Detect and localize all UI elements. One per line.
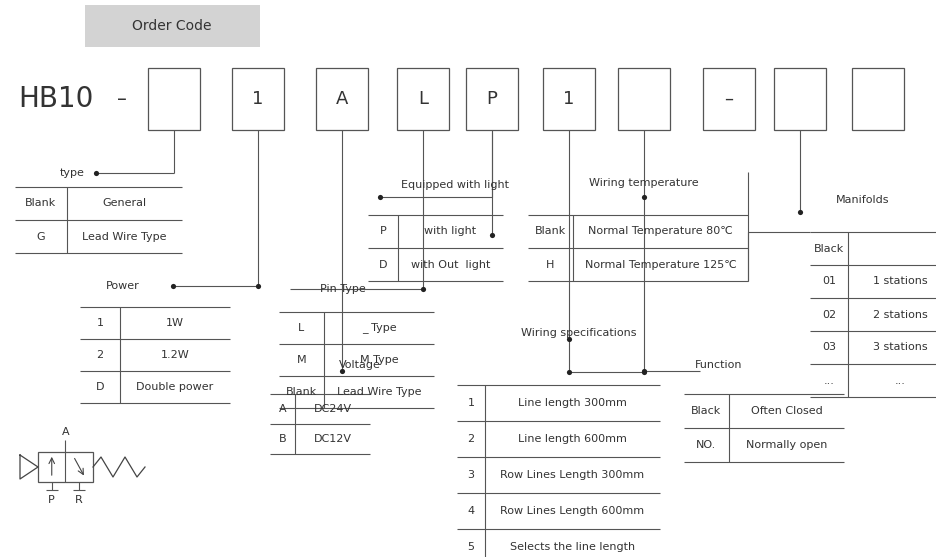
- Text: Normal Temperature 80℃: Normal Temperature 80℃: [588, 227, 732, 237]
- Point: [636, 368, 651, 377]
- Point: [484, 231, 499, 240]
- Text: G: G: [37, 232, 45, 242]
- Text: 2 stations: 2 stations: [872, 310, 927, 320]
- Text: General: General: [102, 198, 146, 208]
- Text: Black: Black: [813, 243, 843, 253]
- Text: 1: 1: [252, 90, 263, 108]
- Point: [250, 281, 265, 290]
- Text: 03: 03: [821, 343, 835, 353]
- Bar: [315, 68, 368, 130]
- Text: DC12V: DC12V: [314, 434, 351, 444]
- Text: –: –: [117, 90, 126, 109]
- Text: type: type: [60, 168, 85, 178]
- Text: A: A: [278, 404, 286, 414]
- Polygon shape: [20, 455, 38, 479]
- Point: [792, 208, 807, 217]
- Text: Voltage: Voltage: [339, 360, 381, 370]
- Text: with light: with light: [424, 227, 476, 237]
- Point: [636, 367, 651, 375]
- Point: [415, 285, 430, 294]
- Text: ...: ...: [894, 375, 905, 385]
- Text: 1 stations: 1 stations: [872, 276, 927, 286]
- Text: Selects the line length: Selects the line length: [509, 542, 635, 552]
- Point: [88, 169, 103, 178]
- Point: [373, 193, 388, 202]
- Text: 1W: 1W: [166, 318, 183, 328]
- Text: 2: 2: [467, 434, 474, 444]
- Point: [334, 367, 349, 375]
- Text: 2: 2: [96, 350, 104, 360]
- Bar: [773, 68, 826, 130]
- Text: 5: 5: [467, 542, 474, 552]
- Text: 1.2W: 1.2W: [160, 350, 189, 360]
- Text: Blank: Blank: [285, 387, 316, 397]
- Text: P: P: [379, 227, 386, 237]
- Text: B: B: [278, 434, 286, 444]
- Text: L: L: [417, 90, 428, 108]
- Text: Normal Temperature 125℃: Normal Temperature 125℃: [584, 260, 736, 270]
- Text: M: M: [297, 355, 306, 365]
- Text: Function: Function: [695, 360, 741, 370]
- Point: [166, 281, 181, 290]
- Text: Lead Wire Type: Lead Wire Type: [82, 232, 167, 242]
- Text: with Out  light: with Out light: [410, 260, 490, 270]
- Text: Blank: Blank: [534, 227, 565, 237]
- Text: Black: Black: [691, 406, 721, 416]
- Bar: [85, 5, 259, 47]
- Text: 1: 1: [96, 318, 103, 328]
- Bar: [465, 68, 518, 130]
- Bar: [38, 452, 93, 482]
- Bar: [702, 68, 754, 130]
- Text: 4: 4: [467, 506, 474, 516]
- Text: Lead Wire Type: Lead Wire Type: [336, 387, 421, 397]
- Text: A: A: [335, 90, 348, 108]
- Text: ...: ...: [823, 375, 834, 385]
- Text: Row Lines Length 300mm: Row Lines Length 300mm: [500, 470, 644, 480]
- Text: Line length 300mm: Line length 300mm: [518, 398, 626, 408]
- Text: HB10: HB10: [18, 85, 94, 113]
- Point: [636, 193, 651, 202]
- Text: A: A: [62, 427, 69, 437]
- Text: 1: 1: [563, 90, 574, 108]
- Bar: [851, 68, 903, 130]
- Text: Double power: Double power: [137, 382, 213, 392]
- Text: P: P: [486, 90, 497, 108]
- Text: L: L: [298, 323, 304, 333]
- Text: Wiring temperature: Wiring temperature: [589, 178, 698, 188]
- Text: 02: 02: [821, 310, 835, 320]
- Text: Line length 600mm: Line length 600mm: [518, 434, 626, 444]
- Text: Power: Power: [106, 281, 139, 291]
- Bar: [397, 68, 448, 130]
- Text: H: H: [546, 260, 554, 270]
- Text: NO.: NO.: [695, 440, 716, 450]
- Text: Often Closed: Often Closed: [750, 406, 822, 416]
- Text: P: P: [49, 495, 55, 505]
- Text: Equipped with light: Equipped with light: [401, 180, 508, 190]
- Text: DC24V: DC24V: [314, 404, 351, 414]
- Text: _ Type: _ Type: [361, 323, 396, 334]
- Point: [561, 335, 576, 344]
- Bar: [618, 68, 669, 130]
- Text: R: R: [75, 495, 83, 505]
- Text: D: D: [95, 382, 104, 392]
- Text: Blank: Blank: [25, 198, 56, 208]
- Text: Normally open: Normally open: [745, 440, 826, 450]
- Text: –: –: [724, 90, 733, 108]
- Text: Manifolds: Manifolds: [835, 195, 888, 205]
- Bar: [543, 68, 594, 130]
- Bar: [148, 68, 199, 130]
- Text: Row Lines Length 600mm: Row Lines Length 600mm: [500, 506, 644, 516]
- Bar: [232, 68, 284, 130]
- Point: [561, 368, 576, 377]
- Text: 01: 01: [821, 276, 835, 286]
- Text: M Type: M Type: [359, 355, 398, 365]
- Text: 1: 1: [467, 398, 474, 408]
- Text: 3 stations: 3 stations: [872, 343, 927, 353]
- Text: Order Code: Order Code: [132, 19, 212, 33]
- Text: D: D: [378, 260, 387, 270]
- Text: 3: 3: [467, 470, 474, 480]
- Text: Wiring specifications: Wiring specifications: [520, 328, 636, 338]
- Text: Pin Type: Pin Type: [320, 284, 365, 294]
